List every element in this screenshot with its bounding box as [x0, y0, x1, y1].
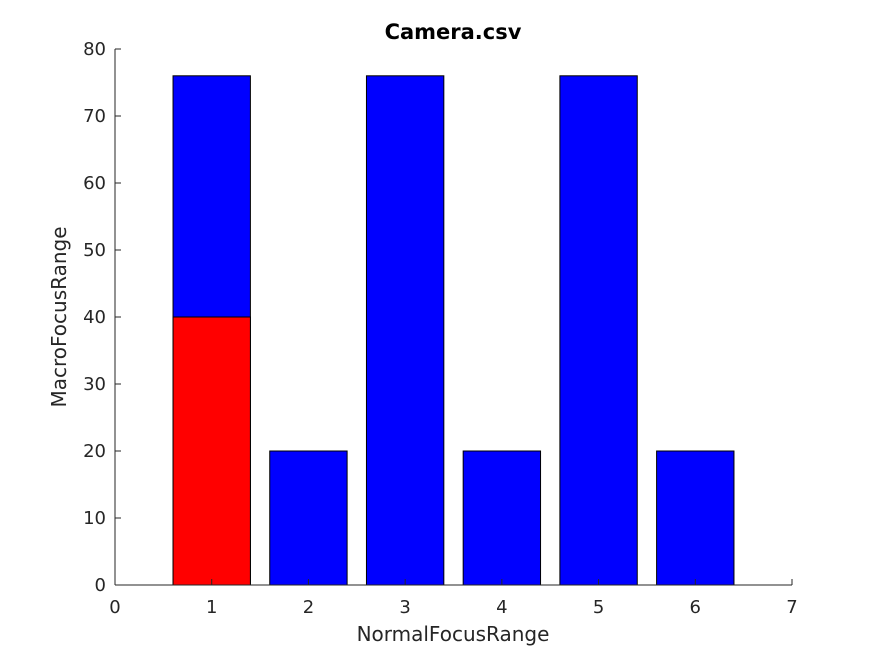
x-tick-label: 1	[206, 597, 217, 618]
x-tick-label: 3	[399, 597, 410, 618]
y-tick-label: 50	[83, 240, 106, 261]
y-tick-label: 70	[83, 106, 106, 127]
x-tick-label: 4	[496, 597, 507, 618]
x-axis-label: NormalFocusRange	[357, 622, 550, 646]
x-tick-label: 6	[690, 597, 701, 618]
bar-2	[172, 316, 251, 586]
y-tick-label: 80	[83, 39, 106, 60]
y-tick-label: 10	[83, 508, 106, 529]
bar-3	[269, 450, 348, 586]
x-tick-label: 0	[109, 597, 120, 618]
y-tick-label: 30	[83, 374, 106, 395]
bar-6	[559, 75, 638, 586]
bar-7	[656, 450, 735, 586]
bar-5	[462, 450, 542, 586]
bar-4	[365, 75, 445, 586]
y-axis-label: MacroFocusRange	[47, 226, 71, 407]
x-ticks: 0 1 2 3 4 5 6 7	[109, 579, 798, 618]
bars-layer	[172, 75, 735, 586]
x-tick-label: 7	[786, 597, 797, 618]
chart-title: Camera.csv	[385, 20, 522, 44]
y-tick-label: 20	[83, 441, 106, 462]
y-tick-label: 0	[95, 575, 106, 596]
x-tick-label: 2	[303, 597, 314, 618]
y-ticks: 0 10 20 30 40 50 60 70 80	[83, 39, 121, 596]
y-tick-label: 60	[83, 173, 106, 194]
y-tick-label: 40	[83, 307, 106, 328]
x-tick-label: 5	[593, 597, 604, 618]
